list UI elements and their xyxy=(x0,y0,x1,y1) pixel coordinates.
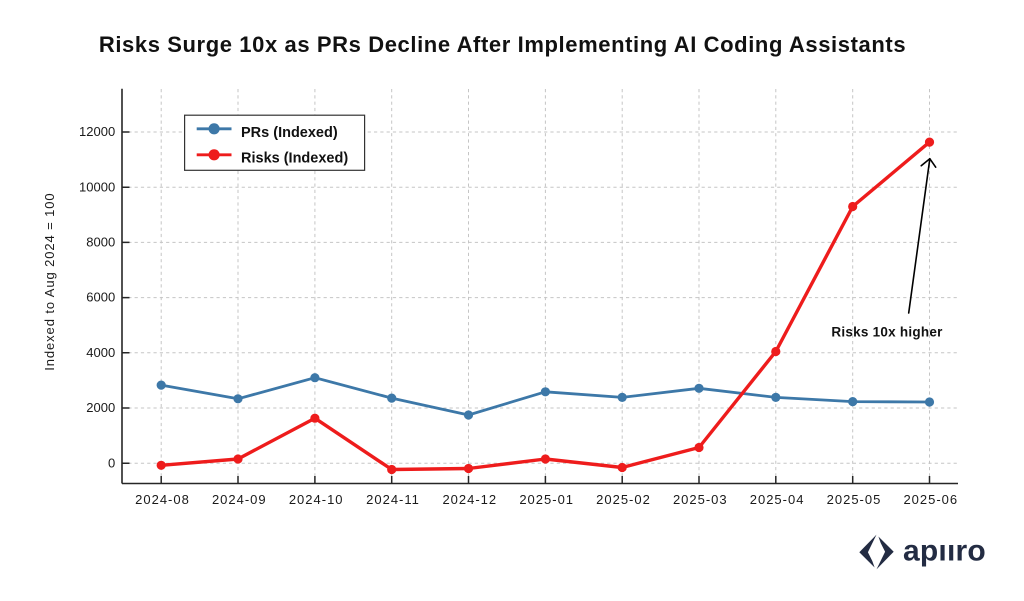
svg-text:2025-06: 2025-06 xyxy=(903,492,958,507)
svg-text:2025-01: 2025-01 xyxy=(519,492,574,507)
svg-text:0: 0 xyxy=(108,455,115,470)
svg-text:10000: 10000 xyxy=(79,179,115,194)
svg-text:2024-10: 2024-10 xyxy=(289,492,344,507)
svg-text:2000: 2000 xyxy=(86,400,115,415)
svg-text:4000: 4000 xyxy=(86,345,115,360)
svg-text:6000: 6000 xyxy=(86,290,115,305)
svg-text:Risks 10x higher: Risks 10x higher xyxy=(831,325,943,340)
svg-text:apııro: apııro xyxy=(903,535,986,568)
svg-text:Risks (Indexed): Risks (Indexed) xyxy=(241,151,348,167)
svg-text:8000: 8000 xyxy=(86,235,115,250)
svg-text:2024-11: 2024-11 xyxy=(366,492,420,507)
svg-text:2025-02: 2025-02 xyxy=(596,492,651,507)
svg-text:12000: 12000 xyxy=(79,124,115,139)
svg-text:Indexed to Aug 2024 = 100: Indexed to Aug 2024 = 100 xyxy=(42,192,57,370)
svg-text:2024-08: 2024-08 xyxy=(135,492,190,507)
svg-text:2025-05: 2025-05 xyxy=(827,492,882,507)
svg-text:2025-03: 2025-03 xyxy=(673,492,728,507)
svg-text:2024-09: 2024-09 xyxy=(212,492,267,507)
svg-text:2024-12: 2024-12 xyxy=(442,492,497,507)
svg-text:PRs (Indexed): PRs (Indexed) xyxy=(241,125,338,141)
svg-text:2025-04: 2025-04 xyxy=(750,492,805,507)
